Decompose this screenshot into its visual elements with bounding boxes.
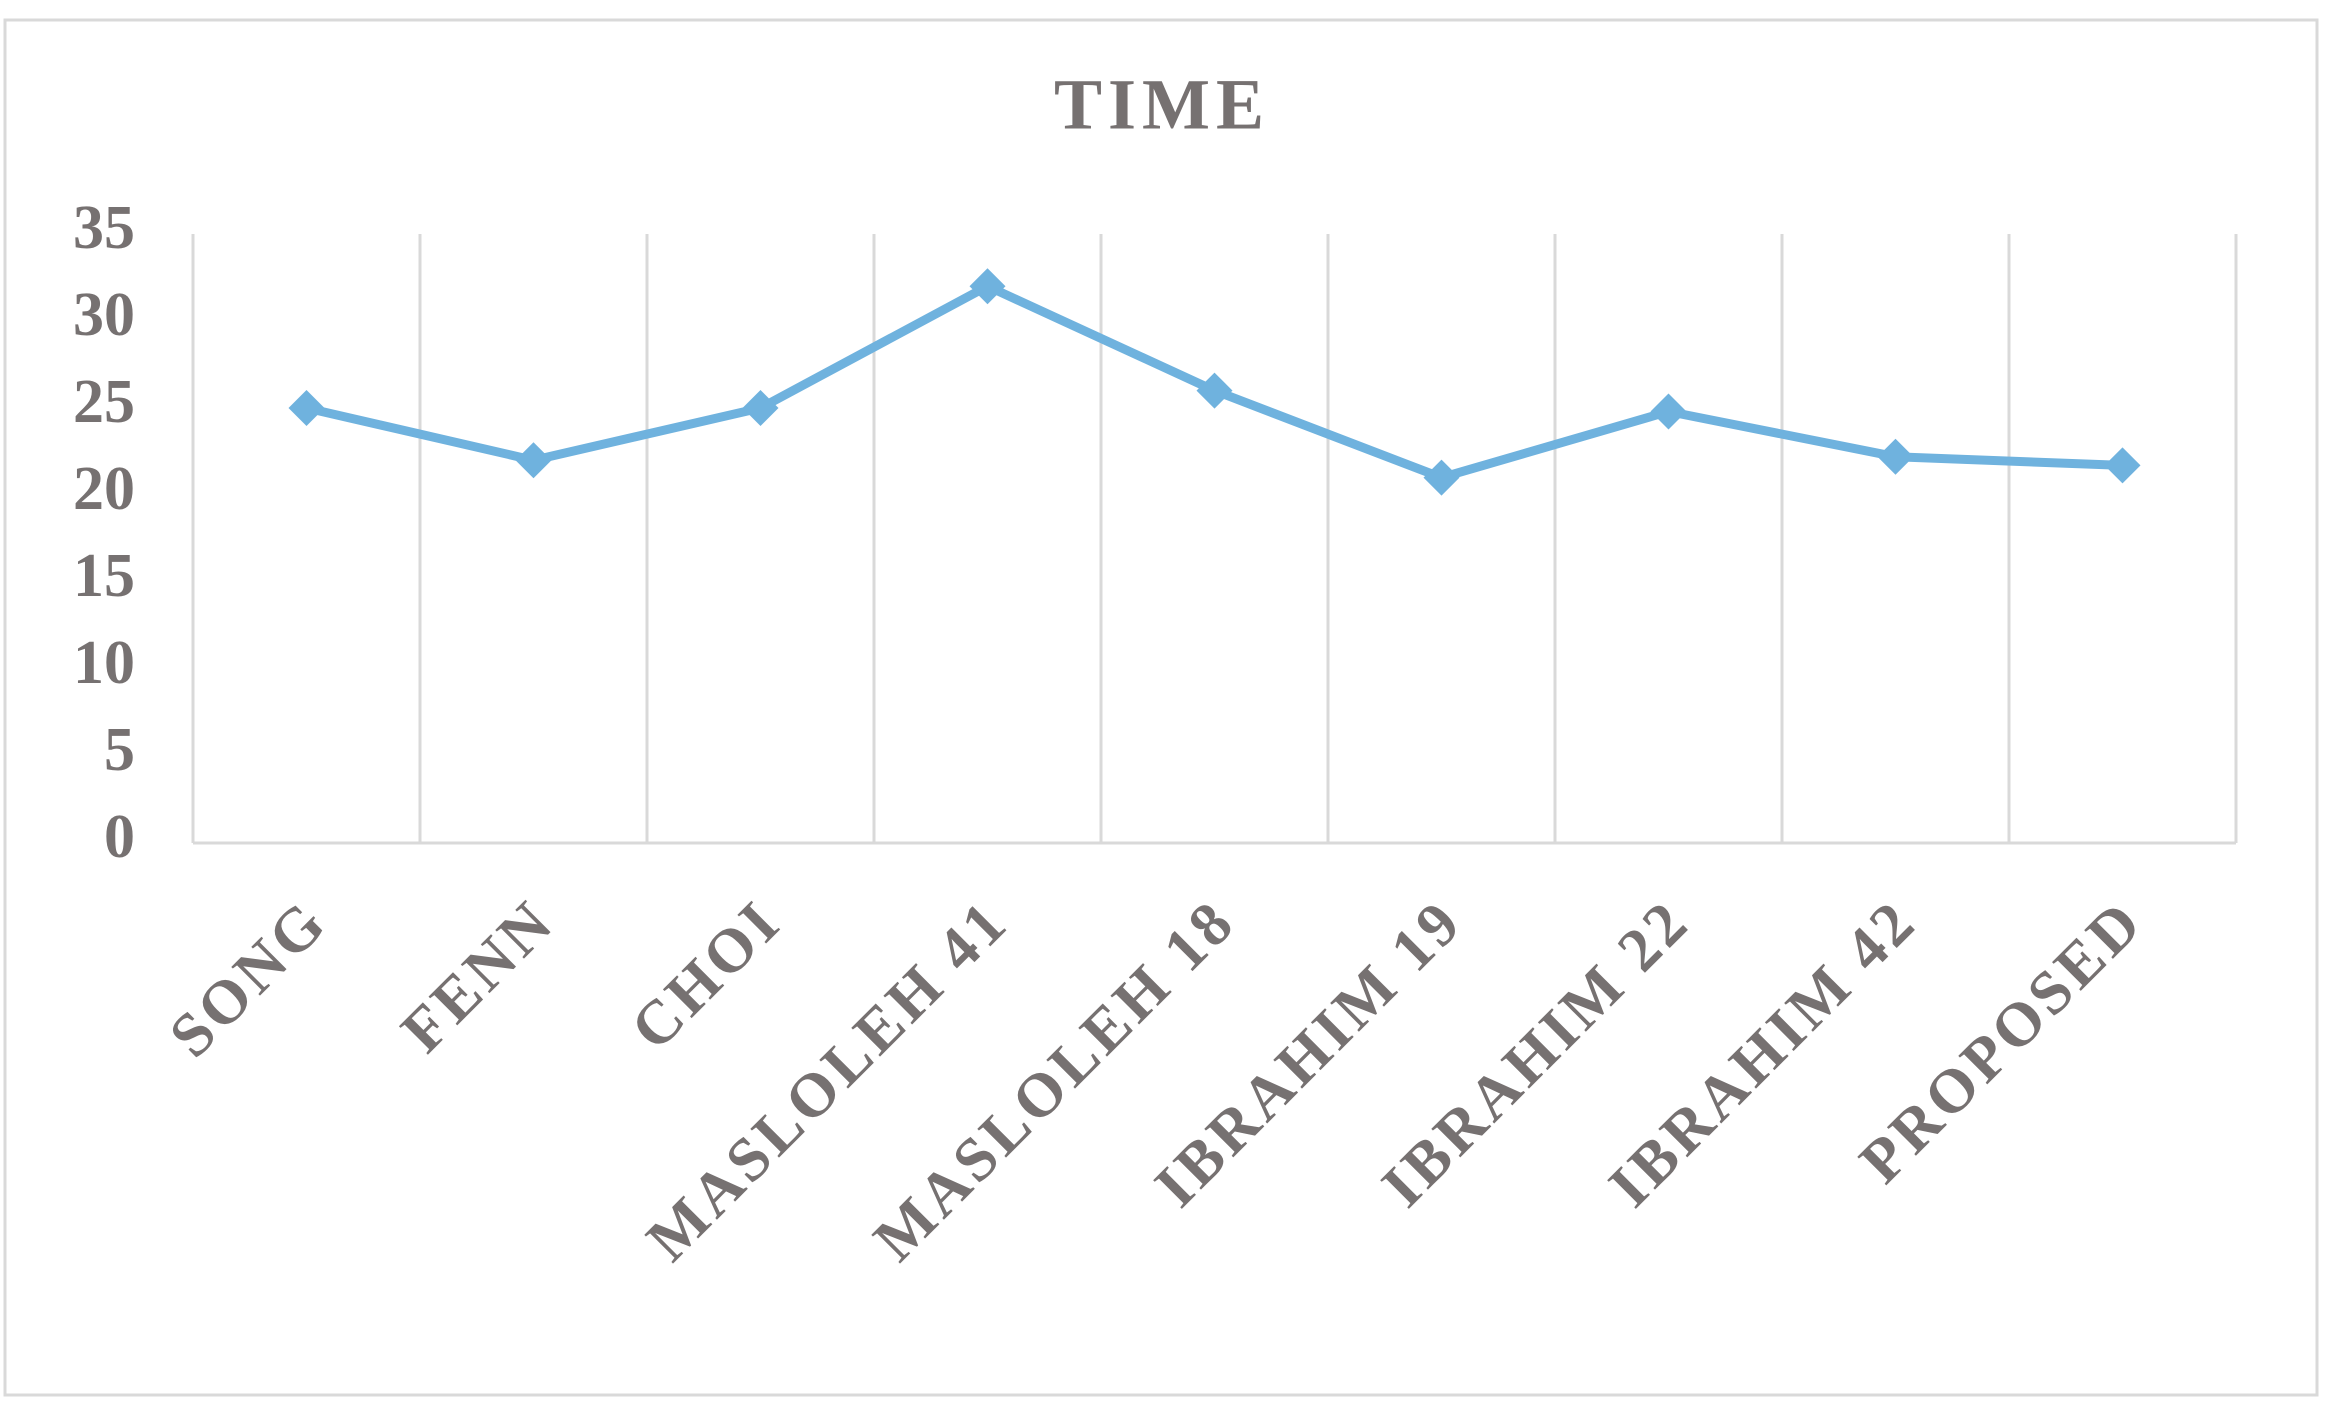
data-point — [1423, 459, 1460, 496]
y-tick-label: 10 — [73, 629, 135, 697]
chart-title: TIME — [1054, 65, 1270, 145]
y-tick-label: 30 — [73, 281, 135, 349]
y-tick-label: 15 — [73, 542, 135, 610]
data-point — [288, 390, 325, 426]
y-tick-label: 25 — [73, 368, 135, 436]
data-point — [969, 268, 1006, 305]
y-tick-label: 0 — [104, 803, 135, 871]
data-point — [742, 390, 779, 426]
data-point — [2104, 447, 2141, 484]
data-point — [515, 442, 552, 479]
chart-border — [3, 18, 2319, 1397]
y-tick-label: 35 — [73, 194, 135, 262]
data-point — [1196, 372, 1233, 409]
data-point — [1650, 393, 1687, 430]
y-tick-label: 20 — [73, 455, 135, 523]
y-tick-label: 5 — [104, 716, 135, 784]
data-point — [1877, 438, 1914, 475]
